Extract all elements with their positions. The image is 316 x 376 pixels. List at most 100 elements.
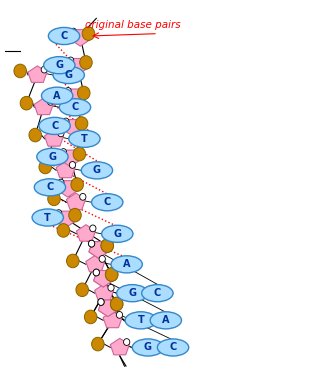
Text: C: C [104,197,111,207]
Text: G: G [65,70,73,80]
Ellipse shape [39,117,70,135]
Circle shape [56,210,62,217]
Text: C: C [60,31,68,41]
Circle shape [47,99,54,105]
Circle shape [73,147,86,161]
Circle shape [84,310,97,324]
Text: C: C [46,182,54,192]
Polygon shape [89,242,108,258]
Circle shape [69,208,81,222]
Ellipse shape [48,27,80,44]
Ellipse shape [59,99,91,116]
Circle shape [71,178,83,191]
Polygon shape [61,150,80,167]
Ellipse shape [150,312,181,329]
Polygon shape [34,98,53,115]
Circle shape [60,149,67,155]
Ellipse shape [132,339,164,356]
Ellipse shape [125,312,156,329]
Ellipse shape [69,130,100,147]
Circle shape [58,179,64,186]
Text: T: T [137,315,144,325]
Circle shape [48,192,60,206]
Circle shape [110,297,123,311]
Circle shape [99,256,105,262]
Polygon shape [58,180,77,197]
Circle shape [80,56,92,69]
Circle shape [80,193,86,200]
Circle shape [29,128,41,142]
Polygon shape [98,300,118,317]
Polygon shape [89,242,108,258]
Circle shape [69,162,76,168]
Text: A: A [162,315,170,325]
Polygon shape [28,66,47,82]
Text: G: G [128,288,136,298]
Circle shape [39,160,52,174]
Circle shape [75,117,88,130]
Circle shape [82,27,95,40]
Circle shape [116,311,123,318]
Text: G: G [113,229,121,239]
Text: G: G [48,152,57,162]
Ellipse shape [81,162,112,179]
Ellipse shape [34,179,66,196]
Circle shape [88,240,95,247]
Circle shape [57,224,70,237]
Text: A: A [53,91,61,101]
Circle shape [88,240,95,247]
Text: G: G [55,60,63,70]
Ellipse shape [142,285,173,302]
Polygon shape [94,270,113,287]
Ellipse shape [92,194,123,211]
Polygon shape [45,130,64,146]
Circle shape [63,118,69,125]
Polygon shape [94,270,113,287]
Circle shape [98,299,104,305]
Circle shape [90,225,96,232]
Text: G: G [93,165,101,175]
Circle shape [124,339,130,346]
Polygon shape [65,89,84,106]
Circle shape [65,88,71,94]
Circle shape [77,86,90,100]
Circle shape [105,268,118,281]
Polygon shape [56,161,75,178]
Circle shape [105,268,118,281]
Polygon shape [66,193,85,210]
Ellipse shape [157,339,189,356]
Polygon shape [98,300,118,317]
Text: G: G [144,343,152,352]
Polygon shape [103,311,122,328]
Circle shape [92,337,104,351]
Polygon shape [86,255,105,272]
Text: C: C [51,121,58,131]
Text: C: C [71,102,79,112]
Circle shape [58,130,64,137]
Circle shape [70,28,76,35]
Text: A: A [123,259,131,269]
Circle shape [20,96,33,110]
Circle shape [101,239,113,252]
Polygon shape [110,338,129,355]
Circle shape [41,66,47,73]
Ellipse shape [37,148,68,165]
Circle shape [93,269,100,276]
Ellipse shape [53,67,84,83]
Text: original base pairs: original base pairs [85,20,181,30]
Circle shape [67,254,79,268]
Text: C: C [154,288,161,298]
Polygon shape [76,225,95,241]
Circle shape [98,299,104,305]
Circle shape [101,239,113,252]
Ellipse shape [111,256,142,273]
Circle shape [14,64,27,78]
Ellipse shape [117,285,148,302]
Text: T: T [81,134,88,144]
Circle shape [108,284,114,291]
Ellipse shape [41,87,73,104]
Polygon shape [94,284,114,300]
Ellipse shape [32,209,64,226]
Polygon shape [68,59,87,75]
Polygon shape [71,30,90,46]
